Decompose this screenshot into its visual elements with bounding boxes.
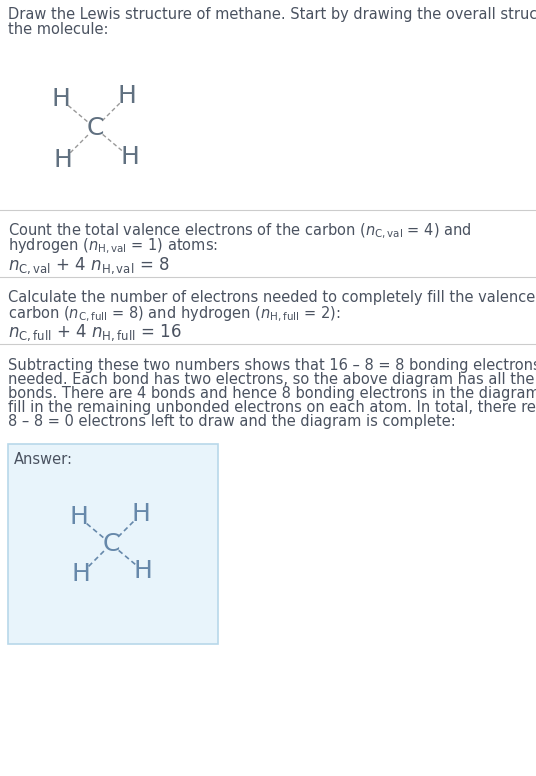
Text: H: H (120, 145, 139, 169)
FancyBboxPatch shape (8, 444, 218, 644)
Text: hydrogen ($n_{\mathregular{H,val}}$ = 1) atoms:: hydrogen ($n_{\mathregular{H,val}}$ = 1)… (8, 237, 218, 256)
Text: H: H (117, 84, 136, 108)
Text: Answer:: Answer: (14, 452, 73, 467)
Text: carbon ($n_{\mathregular{C,full}}$ = 8) and hydrogen ($n_{\mathregular{H,full}}$: carbon ($n_{\mathregular{C,full}}$ = 8) … (8, 305, 340, 324)
Text: H: H (72, 562, 91, 586)
Text: $n_{\mathregular{C,val}}$ + 4 $n_{\mathregular{H,val}}$ = 8: $n_{\mathregular{C,val}}$ + 4 $n_{\mathr… (8, 255, 169, 275)
Text: fill in the remaining unbonded electrons on each atom. In total, there remain: fill in the remaining unbonded electrons… (8, 400, 536, 415)
Text: C: C (102, 532, 120, 556)
Text: H: H (54, 147, 72, 171)
Text: H: H (131, 502, 150, 526)
Text: 8 – 8 = 0 electrons left to draw and the diagram is complete:: 8 – 8 = 0 electrons left to draw and the… (8, 414, 456, 429)
Text: needed. Each bond has two electrons, so the above diagram has all the necessary: needed. Each bond has two electrons, so … (8, 372, 536, 387)
Text: C: C (86, 116, 103, 140)
Text: H: H (69, 505, 88, 529)
Text: Draw the Lewis structure of methane. Start by drawing the overall structure of: Draw the Lewis structure of methane. Sta… (8, 7, 536, 22)
Text: H: H (51, 87, 70, 111)
Text: Calculate the number of electrons needed to completely fill the valence shells f: Calculate the number of electrons needed… (8, 290, 536, 305)
Text: Count the total valence electrons of the carbon ($n_{\mathregular{C,val}}$ = 4) : Count the total valence electrons of the… (8, 222, 472, 241)
Text: Subtracting these two numbers shows that 16 – 8 = 8 bonding electrons are: Subtracting these two numbers shows that… (8, 358, 536, 373)
Text: $n_{\mathregular{C,full}}$ + 4 $n_{\mathregular{H,full}}$ = 16: $n_{\mathregular{C,full}}$ + 4 $n_{\math… (8, 322, 182, 342)
Text: the molecule:: the molecule: (8, 22, 108, 37)
Text: bonds. There are 4 bonds and hence 8 bonding electrons in the diagram. Lastly,: bonds. There are 4 bonds and hence 8 bon… (8, 386, 536, 401)
Text: H: H (134, 559, 153, 583)
